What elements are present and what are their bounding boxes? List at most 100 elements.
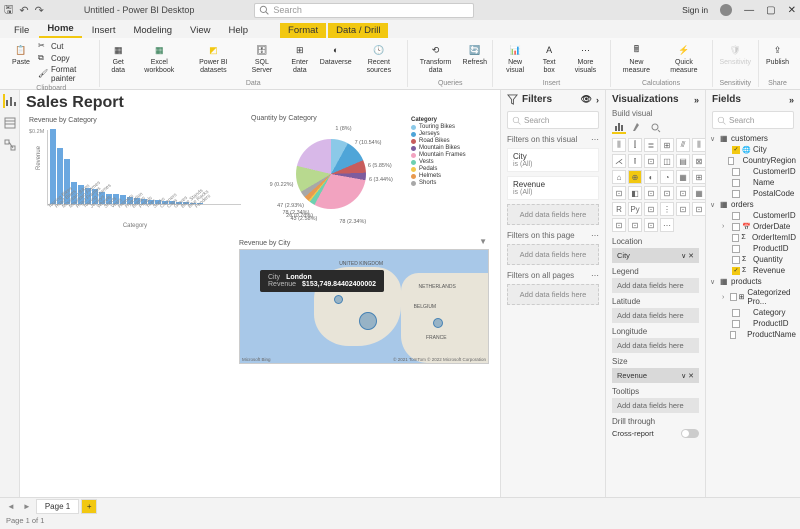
filter-icon[interactable]: ▼ bbox=[479, 237, 487, 246]
refresh-button[interactable]: 🔄Refresh bbox=[461, 40, 488, 69]
chevron-right-icon[interactable]: » bbox=[789, 95, 794, 105]
chevron-down-icon[interactable]: ∨ ✕ bbox=[681, 252, 694, 260]
legend-item[interactable]: Mountain Bikes bbox=[411, 145, 491, 151]
legend-item[interactable]: Jerseys bbox=[411, 131, 491, 137]
field-node[interactable]: ›📅OrderDate bbox=[710, 221, 796, 232]
close-button[interactable]: ✕ bbox=[788, 5, 796, 16]
field-node[interactable]: ›⊞Categorized Pro... bbox=[710, 287, 796, 307]
viz-type-button[interactable]: ⊡ bbox=[628, 218, 642, 232]
legend-item[interactable]: Road Bikes bbox=[411, 138, 491, 144]
tab-format[interactable]: Format bbox=[280, 23, 326, 38]
field-node[interactable]: CountryRegion bbox=[710, 155, 796, 166]
filters-page-dropzone[interactable]: Add data fields here bbox=[507, 244, 599, 265]
viz-type-button[interactable]: ⫼ bbox=[692, 138, 705, 152]
avatar[interactable] bbox=[720, 4, 732, 16]
tab-data-drill[interactable]: Data / Drill bbox=[328, 23, 388, 38]
text-box-button[interactable]: AText box bbox=[535, 40, 564, 76]
chevron-down-icon[interactable]: ∨ ✕ bbox=[681, 372, 694, 380]
eye-icon[interactable]: 👁 bbox=[581, 94, 592, 105]
field-checkbox[interactable] bbox=[732, 234, 740, 242]
field-well[interactable]: Revenue∨ ✕ bbox=[612, 368, 699, 383]
viz-type-button[interactable]: ⋯ bbox=[660, 218, 674, 232]
viz-type-button[interactable]: ⊡ bbox=[644, 186, 658, 200]
page-prev-button[interactable]: ◄ bbox=[4, 502, 18, 511]
filter-card-city[interactable]: Cityis (All) bbox=[507, 148, 599, 172]
viz-type-button[interactable]: ⫻ bbox=[676, 138, 690, 152]
fields-search-input[interactable]: Search bbox=[712, 111, 794, 129]
viz-type-button[interactable]: Py bbox=[628, 202, 642, 216]
field-well[interactable]: Add data fields here bbox=[612, 308, 699, 323]
filters-all-dropzone[interactable]: Add data fields here bbox=[507, 284, 599, 305]
cross-report-toggle[interactable] bbox=[681, 429, 699, 438]
viz-type-button[interactable]: ≣ bbox=[644, 138, 658, 152]
signin-link[interactable]: Sign in bbox=[682, 5, 708, 15]
filters-search-input[interactable]: Search bbox=[507, 111, 599, 129]
legend-item[interactable]: Touring Bikes bbox=[411, 124, 491, 130]
pbi-datasets-button[interactable]: ◩Power BI datasets bbox=[186, 40, 241, 76]
data-view-button[interactable] bbox=[3, 116, 17, 130]
viz-type-button[interactable]: ⋌ bbox=[612, 154, 626, 168]
viz-type-button[interactable]: ⊞ bbox=[660, 138, 674, 152]
analytics-tab[interactable] bbox=[648, 120, 662, 134]
enter-data-button[interactable]: ⊞Enter data bbox=[283, 40, 317, 76]
field-node[interactable]: CustomerID bbox=[710, 210, 796, 221]
field-node[interactable]: CustomerID bbox=[710, 166, 796, 177]
legend-item[interactable]: Pedals bbox=[411, 166, 491, 172]
field-node[interactable]: ΣOrderItemID bbox=[710, 232, 796, 243]
viz-type-button[interactable]: ◐ bbox=[644, 170, 658, 184]
report-view-button[interactable] bbox=[3, 94, 17, 108]
legend-item[interactable]: Shorts bbox=[411, 180, 491, 186]
field-node[interactable]: ProductName bbox=[710, 329, 796, 340]
field-checkbox[interactable] bbox=[732, 179, 740, 187]
field-checkbox[interactable] bbox=[732, 320, 740, 328]
table-node[interactable]: ∨▦orders bbox=[710, 199, 796, 210]
cut-button[interactable]: ✂Cut bbox=[36, 40, 65, 52]
viz-type-button[interactable]: ⊡ bbox=[692, 202, 705, 216]
more-icon[interactable]: ⋯ bbox=[591, 271, 599, 280]
sensitivity-button[interactable]: 🛡Sensitivity bbox=[717, 40, 755, 69]
viz-type-button[interactable]: R bbox=[612, 202, 626, 216]
viz-type-button[interactable]: ⊕ bbox=[628, 170, 642, 184]
sql-button[interactable]: 🗄SQL Server bbox=[243, 40, 281, 76]
tab-help[interactable]: Help bbox=[220, 23, 256, 38]
quantity-by-category-chart[interactable]: Quantity by Category 1 (8%)7 (10.54%)6 (… bbox=[248, 114, 494, 234]
viz-type-button[interactable]: ⊡ bbox=[676, 186, 690, 200]
viz-type-button[interactable]: ◔ bbox=[660, 170, 674, 184]
field-node[interactable]: ΣQuantity bbox=[710, 254, 796, 265]
field-node[interactable]: ✓🌐City bbox=[710, 144, 796, 155]
field-well[interactable]: Add data fields here bbox=[612, 278, 699, 293]
field-checkbox[interactable] bbox=[730, 331, 736, 339]
field-well[interactable]: Add data fields here bbox=[612, 398, 699, 413]
save-icon[interactable]: 🖫 bbox=[4, 1, 13, 20]
field-node[interactable]: ProductID bbox=[710, 318, 796, 329]
viz-type-button[interactable]: ⫼ bbox=[612, 138, 626, 152]
dataverse-button[interactable]: ◐Dataverse bbox=[319, 40, 353, 69]
chevron-right-icon[interactable]: › bbox=[596, 95, 599, 105]
legend-item[interactable]: Vests bbox=[411, 159, 491, 165]
new-measure-button[interactable]: 🖩New measure bbox=[615, 40, 659, 76]
field-node[interactable]: PostalCode bbox=[710, 188, 796, 199]
bar[interactable] bbox=[50, 129, 56, 204]
quick-measure-button[interactable]: ⚡Quick measure bbox=[660, 40, 707, 76]
report-canvas[interactable]: Sales Report Revenue by Category $0.2M R… bbox=[20, 90, 500, 497]
tab-home[interactable]: Home bbox=[39, 21, 81, 38]
undo-icon[interactable]: ↶ bbox=[19, 4, 28, 17]
viz-type-button[interactable]: ⊡ bbox=[612, 186, 626, 200]
viz-type-button[interactable]: ▤ bbox=[676, 154, 690, 168]
build-visual-tab[interactable] bbox=[612, 120, 626, 134]
field-checkbox[interactable]: ✓ bbox=[732, 267, 740, 275]
field-checkbox[interactable] bbox=[732, 212, 740, 220]
viz-type-button[interactable]: ⫿ bbox=[628, 138, 642, 152]
global-search-input[interactable]: Search bbox=[254, 3, 474, 18]
viz-type-button[interactable]: ⊡ bbox=[676, 202, 690, 216]
tab-insert[interactable]: Insert bbox=[84, 23, 124, 38]
field-checkbox[interactable]: ✓ bbox=[732, 146, 740, 154]
more-visuals-button[interactable]: ⋯More visuals bbox=[565, 40, 605, 76]
transform-data-button[interactable]: ⟲Transform data bbox=[412, 40, 459, 76]
revenue-by-category-chart[interactable]: Revenue by Category $0.2M Revenue Tourin… bbox=[26, 114, 244, 234]
copy-button[interactable]: ⧉Copy bbox=[36, 52, 72, 64]
recent-sources-button[interactable]: 🕓Recent sources bbox=[355, 40, 403, 76]
filter-card-revenue[interactable]: Revenueis (All) bbox=[507, 176, 599, 200]
tab-file[interactable]: File bbox=[6, 23, 37, 38]
field-node[interactable]: ProductID bbox=[710, 243, 796, 254]
